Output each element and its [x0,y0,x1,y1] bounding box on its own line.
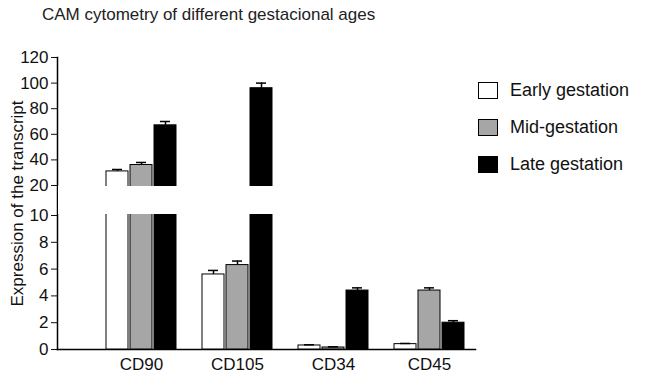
svg-text:CD45: CD45 [408,355,451,374]
svg-text:80: 80 [30,99,49,118]
svg-text:CD105: CD105 [211,355,264,374]
svg-text:40: 40 [30,150,49,169]
svg-text:100: 100 [20,74,48,93]
html-text:CAM cytometry of different ges: CAM cytometry of different gestacional a… [42,5,376,24]
svg-text:10: 10 [30,206,49,225]
svg-text:120: 120 [20,48,48,67]
html-text:Mid-gestation: Mid-gestation [510,117,619,137]
svg-text:6: 6 [39,260,48,279]
svg-text:4: 4 [39,286,48,305]
svg-text:CD34: CD34 [312,355,355,374]
svg-text:Expression of the transcript: Expression of the transcript [8,100,27,306]
html-text:Late gestation: Late gestation [510,154,624,174]
svg-text:2: 2 [39,313,48,332]
svg-text:8: 8 [39,233,48,252]
svg-text:20: 20 [30,176,49,195]
html-text:Early gestation: Early gestation [510,80,630,100]
svg-text:0: 0 [39,340,48,359]
svg-text:60: 60 [30,125,49,144]
svg-text:CD90: CD90 [120,355,163,374]
